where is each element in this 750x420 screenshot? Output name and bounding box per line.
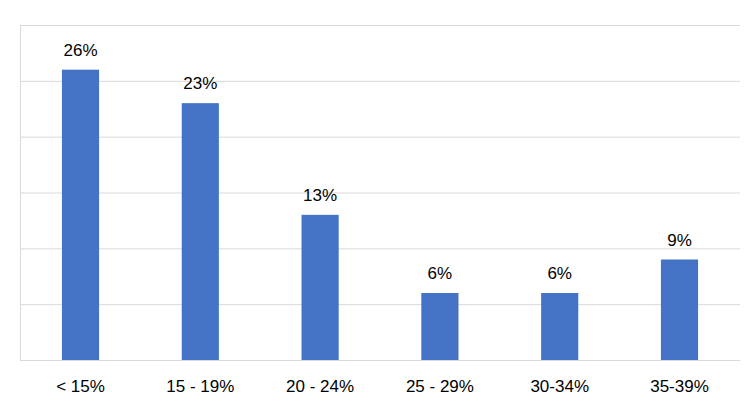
- grid-line: [20, 193, 740, 194]
- bar: [421, 293, 458, 360]
- bar: [302, 215, 339, 360]
- bars: [62, 70, 698, 360]
- x-tick: 20 - 24%: [286, 360, 354, 396]
- y-tick: [20, 81, 740, 82]
- y-axis: [20, 26, 740, 361]
- bar: [661, 260, 698, 361]
- plot-area: < 15% 15 - 19% 20 - 24% 25 - 29% 30-34% 35-39…: [20, 26, 741, 397]
- x-tick-label: < 15%: [56, 377, 105, 396]
- x-tick: 25 - 29%: [406, 360, 474, 396]
- data-label: 6%: [547, 264, 572, 283]
- x-tick: 30-34%: [530, 360, 589, 396]
- data-label: 6%: [428, 264, 453, 283]
- data-label: 9%: [667, 231, 692, 250]
- bar: [62, 70, 99, 360]
- x-axis: < 15% 15 - 19% 20 - 24% 25 - 29% 30-34% 35-39…: [21, 360, 741, 396]
- x-tick: 35-39%: [650, 360, 709, 396]
- grid-line: [20, 25, 740, 26]
- y-tick: [20, 137, 740, 138]
- chart-container: < 15% 15 - 19% 20 - 24% 25 - 29% 30-34% 35-39…: [0, 0, 750, 420]
- grid-line: [20, 360, 740, 361]
- bar: [182, 103, 219, 360]
- data-label: 23%: [183, 74, 217, 93]
- x-tick-label: 35-39%: [650, 377, 709, 396]
- x-tick-label: 15 - 19%: [166, 377, 234, 396]
- y-axis-line: [21, 26, 741, 361]
- x-tick-label: 20 - 24%: [286, 377, 354, 396]
- grid-line: [20, 248, 740, 249]
- y-tick: [20, 360, 740, 361]
- x-tick-label: 25 - 29%: [406, 377, 474, 396]
- y-tick: [20, 25, 740, 26]
- data-labels: 26% 23% 13% 6% 6% 9%: [63, 41, 691, 283]
- chart-svg: < 15% 15 - 19% 20 - 24% 25 - 29% 30-34% 35-39…: [0, 0, 750, 420]
- y-tick: [20, 304, 740, 305]
- x-tick: 15 - 19%: [166, 360, 234, 396]
- data-label: 13%: [303, 186, 337, 205]
- y-tick: [20, 248, 740, 249]
- y-tick: [20, 193, 740, 194]
- data-label: 26%: [63, 41, 97, 60]
- grid-line: [20, 304, 740, 305]
- x-tick-label: 30-34%: [530, 377, 589, 396]
- x-axis-line: [21, 360, 741, 361]
- grid-line: [20, 81, 740, 82]
- grid-line: [20, 137, 740, 138]
- x-tick: < 15%: [56, 360, 105, 396]
- bar: [541, 293, 578, 360]
